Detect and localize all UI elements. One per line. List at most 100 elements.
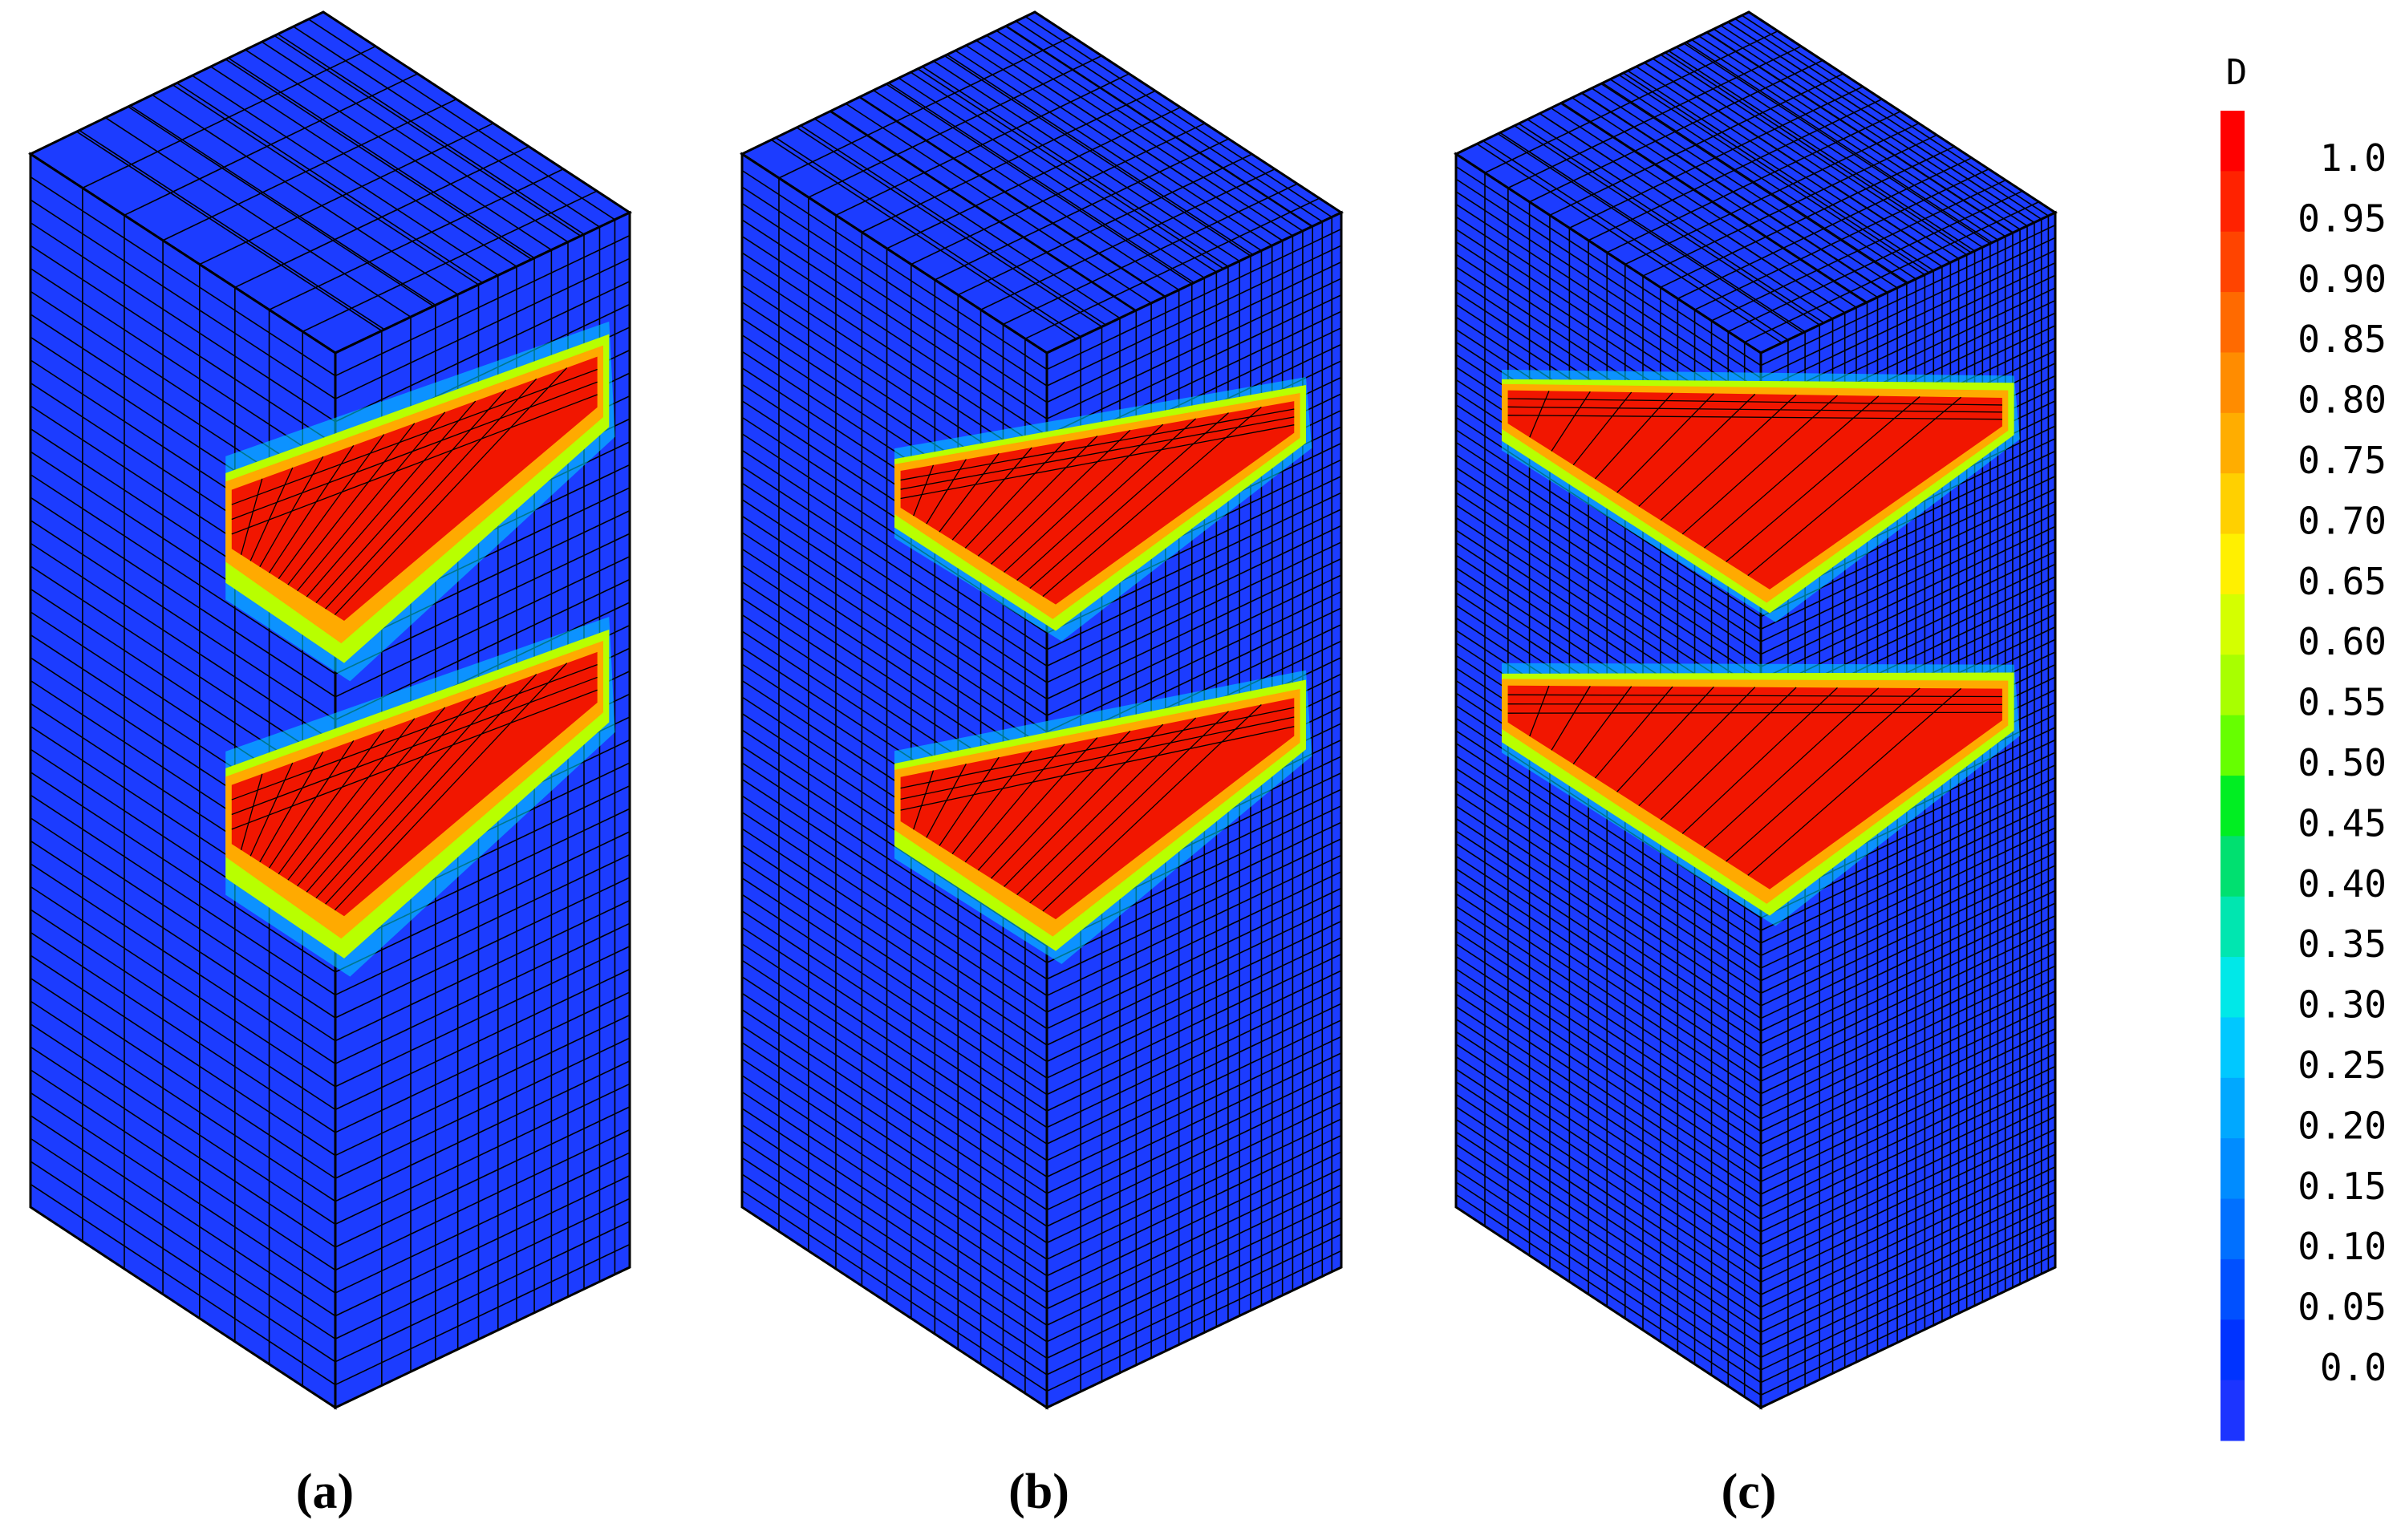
colorbar-band <box>2221 412 2245 474</box>
mesh-line <box>1455 993 1762 1195</box>
damage-mesh-line <box>325 378 537 610</box>
mesh-line <box>1572 97 1878 298</box>
colorbar-band <box>2221 473 2245 535</box>
mesh-line <box>1559 103 1867 304</box>
colorbar-band <box>2221 896 2245 958</box>
colorbar-band <box>2221 1198 2245 1260</box>
mesh-line <box>1455 479 1762 680</box>
mesh-line <box>1455 830 1762 1032</box>
mesh-line <box>1713 28 2021 230</box>
mesh-line <box>1609 79 1916 280</box>
mesh-line <box>771 139 1077 340</box>
damage-mesh-line <box>977 436 1098 557</box>
damage-mesh-line <box>990 429 1131 565</box>
damage-mesh-line <box>1660 394 1797 521</box>
mesh-line <box>1760 1091 2056 1233</box>
colorbar-tick-label: 0.20 <box>2298 1104 2387 1147</box>
colorbar-band <box>2221 533 2245 595</box>
mesh-line <box>1455 805 1762 1007</box>
mesh-line <box>814 118 1121 319</box>
mesh-line <box>1455 855 1762 1057</box>
damage-mesh-line <box>1616 393 1714 493</box>
mesh-line <box>1760 1204 2056 1346</box>
mesh-line <box>1518 123 1825 324</box>
damage-core <box>231 651 598 917</box>
damage-mesh <box>900 406 1295 598</box>
mesh-line <box>1455 492 1762 693</box>
mesh-line <box>335 899 631 1042</box>
colorbar-band <box>2221 654 2245 716</box>
mesh-line <box>1760 952 2056 1095</box>
mesh-line <box>741 235 1048 436</box>
mesh-line <box>30 794 336 996</box>
mesh-line <box>1760 1241 2056 1384</box>
mesh-line <box>30 1023 336 1225</box>
mesh-line <box>225 59 533 261</box>
mesh-line <box>1455 203 1762 404</box>
mesh-line <box>1734 18 2042 220</box>
colorbar-band <box>2221 836 2245 898</box>
mesh-line <box>335 1243 631 1386</box>
mesh-line <box>30 1046 336 1248</box>
mesh-line <box>1550 107 1857 308</box>
mesh-line <box>741 976 1048 1178</box>
colorbar-tick-label: 0.50 <box>2298 741 2387 784</box>
mesh-line <box>1455 1118 1762 1321</box>
damage-mesh-line <box>1507 694 2002 698</box>
mesh-line <box>335 1083 631 1226</box>
mesh-line <box>30 221 336 423</box>
mesh-line <box>335 281 631 423</box>
mesh-line <box>1497 133 1803 334</box>
mesh-line <box>1561 102 1868 303</box>
mesh-line <box>1482 140 1789 341</box>
mesh-line <box>741 1009 1048 1211</box>
mesh-line <box>1618 74 1925 276</box>
mesh-line <box>30 954 336 1157</box>
damage-mesh <box>231 367 598 615</box>
mesh-line <box>129 105 436 306</box>
damage-mesh-line <box>1594 686 1673 779</box>
mesh-line <box>1636 66 1943 267</box>
damage-mesh-line <box>297 707 446 887</box>
colorbar-tick-label: 0.45 <box>2298 801 2387 845</box>
mesh-line <box>886 83 1193 285</box>
mesh-line <box>741 1091 1048 1293</box>
colorbar-tick-label: 0.65 <box>2298 560 2387 603</box>
damage-mesh-line <box>249 762 294 857</box>
mesh-line <box>1760 1141 2056 1283</box>
mesh-line <box>1760 789 2056 931</box>
legend-title: D <box>2226 52 2248 93</box>
colorbar-tick-label: 0.90 <box>2298 257 2387 301</box>
mesh-line <box>335 831 631 973</box>
damage-mesh-line <box>287 423 416 586</box>
mesh-line <box>1668 50 1976 252</box>
damage-mesh-line <box>1507 406 2002 413</box>
colorbar-tick-label: 0.25 <box>2298 1044 2387 1087</box>
mesh-line <box>335 853 631 996</box>
mesh-line <box>1685 42 1993 244</box>
mesh-line <box>741 1058 1048 1260</box>
mesh-line <box>741 992 1048 1194</box>
mesh-line <box>79 129 385 330</box>
mesh-line <box>335 877 631 1019</box>
mesh-line <box>741 943 1048 1145</box>
damage-mesh-line <box>939 756 1000 846</box>
mesh-line <box>1527 119 1833 319</box>
mesh-line <box>1760 902 2056 1044</box>
damage-mesh-line <box>1660 687 1797 821</box>
damage-mesh-line <box>1726 395 1920 562</box>
damage-mesh-line <box>268 740 355 869</box>
damage-mesh-line <box>249 467 294 561</box>
damage-mesh-line <box>1572 686 1632 765</box>
mesh-line <box>30 863 336 1064</box>
mesh-line <box>1760 965 2056 1108</box>
damage-mesh-line <box>315 389 507 604</box>
damage-mesh-line <box>334 367 568 615</box>
mesh-line <box>335 922 631 1064</box>
mesh-line <box>1455 1156 1762 1359</box>
mesh-line <box>335 556 631 698</box>
mesh-line <box>741 532 1048 733</box>
mesh-line <box>1455 1056 1762 1258</box>
damage-mesh-line <box>1747 687 1962 876</box>
mesh-line <box>796 127 1102 328</box>
